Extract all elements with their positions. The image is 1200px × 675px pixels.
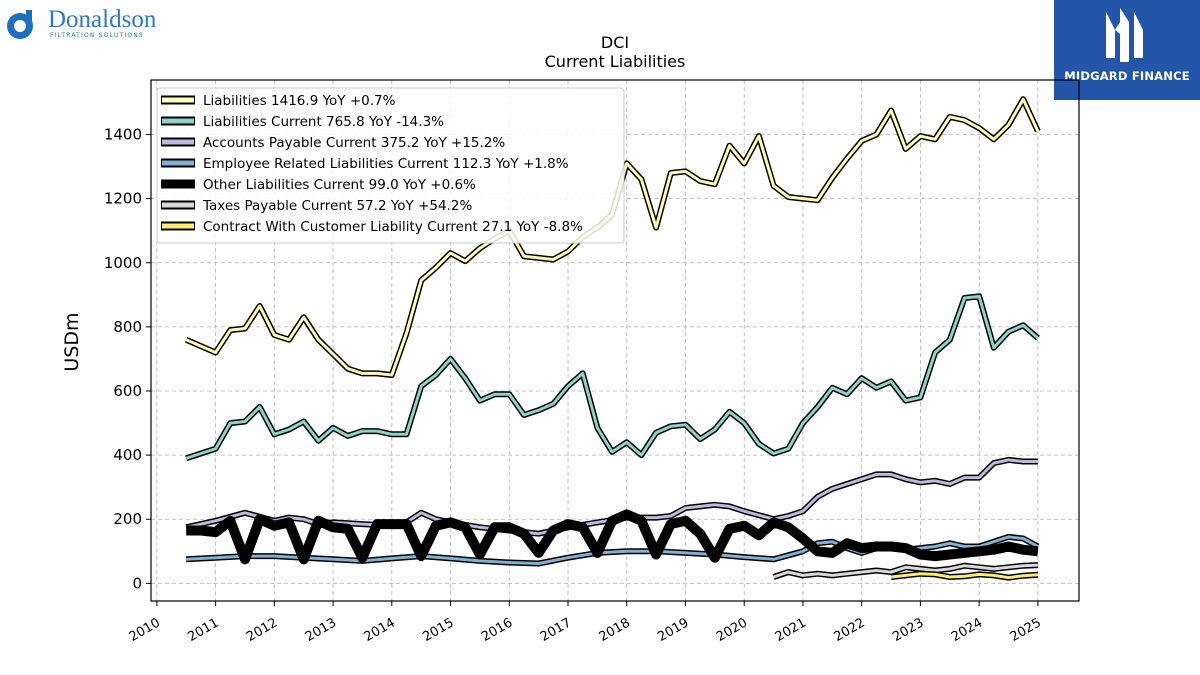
series-line [773, 563, 1038, 579]
x-tick-label: 2017 [538, 615, 574, 645]
series-line [186, 535, 1039, 565]
series-4 [186, 509, 1039, 565]
series-3 [186, 533, 1040, 567]
donaldson-name: Donaldson [48, 6, 157, 33]
legend-item: Contract With Customer Liability Current… [161, 219, 583, 235]
series-layer [185, 96, 1041, 581]
series-line [890, 572, 1039, 580]
x-tick-label: 2023 [890, 615, 926, 645]
legend-item: Other Liabilities Current 99.0 YoY +0.6% [161, 177, 476, 193]
x-tick-label: 2019 [655, 615, 691, 645]
series-6 [890, 570, 1039, 581]
y-tick-label: 800 [113, 318, 142, 336]
donaldson-sub: FILTRATION SOLUTIONS [50, 32, 144, 39]
legend-item: Accounts Payable Current 375.2 YoY +15.2… [161, 135, 505, 151]
y-tick-label: 1000 [104, 254, 142, 272]
y-tick-label: 1400 [104, 126, 142, 144]
legend-label: Employee Related Liabilities Current 112… [203, 156, 569, 172]
x-tick-label: 2014 [362, 615, 398, 645]
series-line [185, 294, 1039, 460]
legend-item: Liabilities 1416.9 YoY +0.7% [161, 93, 396, 109]
x-tick-label: 2015 [420, 615, 456, 645]
y-tick-label: 600 [113, 382, 142, 400]
donaldson-logo-mark: Donaldson FILTRATION SOLUTIONS [7, 6, 157, 39]
x-tick-label: 2024 [949, 615, 985, 645]
legend-label: Accounts Payable Current 375.2 YoY +15.2… [203, 135, 505, 151]
series-line [185, 458, 1038, 536]
x-tick-label: 2022 [832, 615, 868, 645]
x-tick-label: 2010 [127, 615, 163, 645]
y-tick-label: 0 [132, 574, 142, 592]
chart-subtitle: Current Liabilities [545, 52, 686, 71]
legend-box [156, 87, 625, 244]
donaldson-logo: Donaldson FILTRATION SOLUTIONS [4, 4, 179, 46]
series-2 [185, 456, 1038, 537]
legend-item: Employee Related Liabilities Current 112… [161, 156, 569, 172]
legend: Liabilities 1416.9 YoY +0.7% Liabilities … [156, 87, 625, 244]
chart-title: DCI [601, 33, 629, 52]
x-tick-label: 2011 [185, 615, 221, 645]
legend-label: Other Liabilities Current 99.0 YoY +0.6% [203, 177, 476, 193]
midgard-finance-name: MIDGARD FINANCE [1064, 69, 1190, 83]
legend-label: Liabilities 1416.9 YoY +0.7% [203, 93, 396, 109]
legend-label: Taxes Payable Current 57.2 YoY +54.2% [202, 198, 472, 214]
x-tick-label: 2012 [244, 615, 280, 645]
series-line [186, 509, 1039, 565]
midgard-finance-logo: MIDGARD FINANCE [1054, 0, 1200, 100]
x-tick-label: 2025 [1008, 615, 1044, 645]
midgard-logo-mark [1106, 8, 1143, 62]
series-5 [772, 562, 1039, 580]
x-tick-label: 2013 [303, 615, 339, 645]
x-tick-label: 2021 [773, 615, 809, 645]
plot-frame [150, 79, 1080, 602]
legend-item: Liabilities Current 765.8 YoY -14.3% [161, 114, 444, 130]
x-tick-label: 2020 [714, 615, 750, 645]
series-1 [185, 293, 1040, 462]
y-tick-label: 200 [113, 510, 142, 528]
x-tick-label: 2016 [479, 615, 515, 645]
y-tick-label: 1200 [104, 190, 142, 208]
y-tick-label: 400 [113, 446, 142, 464]
legend-item: Taxes Payable Current 57.2 YoY +54.2% [161, 198, 472, 214]
legend-label: Liabilities Current 765.8 YoY -14.3% [203, 114, 444, 130]
legend-label: Contract With Customer Liability Current… [203, 219, 583, 235]
y-axis-label: USDm [61, 312, 83, 371]
x-tick-label: 2018 [597, 615, 633, 645]
